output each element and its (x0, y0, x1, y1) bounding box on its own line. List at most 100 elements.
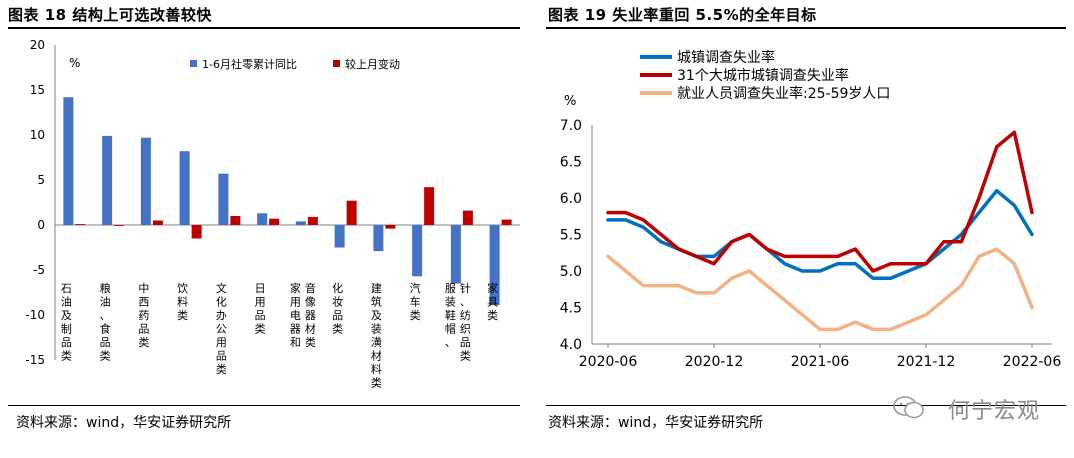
watermark: 何宁宏观 (947, 399, 1040, 424)
x-category-label: 类 (216, 362, 227, 376)
x-category-label: 药 (138, 309, 149, 322)
bar-ytd-yoy (179, 151, 190, 225)
right-source-rule (546, 405, 1066, 406)
left-title-rule (8, 27, 520, 29)
legend-label: 就业人员调查失业率:25-59岁人口 (677, 85, 890, 102)
bar-mom-change (114, 225, 125, 226)
x-tick-label: 2021-12 (897, 354, 956, 370)
x-category-label: 类 (100, 349, 111, 363)
x-category-label: 及 (61, 309, 72, 322)
x-category-label: 类 (487, 308, 498, 322)
y-tick-label: 10 (30, 128, 45, 142)
x-category-label: 和 (290, 336, 301, 349)
x-category-label: 器 (290, 323, 301, 336)
x-category-label: 品 (61, 336, 72, 349)
right-chart-title: 图表 19 失业率重回 5.5%的全年目标 (548, 6, 817, 24)
x-category-label: 饮 (177, 282, 188, 295)
bar-mom-change (152, 220, 163, 225)
x-category-label: 西 (138, 296, 149, 309)
y-tick-label: -5 (33, 263, 45, 277)
x-category-label: 纺 (460, 308, 471, 322)
x-category-label: 类 (371, 376, 382, 390)
bar-ytd-yoy (140, 137, 151, 225)
x-category-label: 石 (61, 282, 72, 295)
y-tick-label: 0 (37, 218, 45, 232)
x-tick-label: 2020-06 (579, 354, 638, 370)
x-category-label: 织 (460, 323, 471, 336)
x-category-label: 食 (100, 322, 111, 336)
bar-mom-change (269, 218, 280, 225)
x-category-label: 具 (487, 296, 498, 309)
x-tick-label: 2020-12 (685, 354, 744, 370)
bar-mom-change (307, 216, 318, 225)
y-unit-label: % (564, 94, 576, 109)
x-category-label: 品 (460, 336, 471, 349)
x-category-label: 粮 (100, 281, 111, 295)
left-source: 资料来源：wind，华安证券研究所 (16, 415, 232, 431)
x-category-label: 类 (410, 308, 421, 322)
bar-ytd-yoy (373, 225, 384, 252)
x-category-label: 电 (290, 309, 301, 322)
x-category-label: 材 (371, 349, 382, 363)
bar-mom-change (230, 216, 241, 225)
bar-ytd-yoy (257, 213, 268, 225)
x-category-label: 及 (371, 309, 382, 322)
x-category-label: 文 (216, 281, 227, 295)
x-category-label: 类 (305, 335, 316, 349)
x-tick-label: 2022-06 (1003, 354, 1062, 370)
right-title-rule (546, 27, 1066, 29)
x-category-label: 化 (216, 295, 227, 309)
left-chart-title: 图表 18 结构上可选改善较快 (8, 6, 212, 24)
bar-ytd-yoy (63, 97, 74, 225)
x-category-label: 品 (100, 336, 111, 349)
x-category-label: 装 (445, 296, 456, 309)
y-tick-label: 20 (30, 38, 45, 52)
x-category-label: 车 (410, 295, 421, 309)
y-tick-label: 7.0 (560, 118, 582, 134)
x-category-label: 用 (216, 336, 227, 349)
x-category-label: 料 (371, 362, 382, 376)
legend-label: 较上月变动 (345, 57, 400, 71)
bar-ytd-yoy (334, 225, 345, 248)
x-category-label: 油 (100, 295, 111, 309)
bar-ytd-yoy (218, 173, 229, 225)
y-tick-label: 5.0 (560, 264, 582, 280)
x-category-label: 品 (216, 350, 227, 363)
x-category-label: 办 (216, 309, 227, 322)
y-tick-label: 5 (37, 173, 45, 187)
y-tick-label: 4.5 (560, 301, 582, 317)
x-category-label: 用 (290, 296, 301, 309)
y-tick-label: 5.5 (560, 228, 582, 244)
x-category-label: 用 (255, 296, 266, 309)
x-category-label: 类 (138, 335, 149, 349)
line-chart: 4.0 4.5 5.0 5.5 6.0 6.5 7.0% 2020-06 2020-12 2021… (560, 49, 1062, 370)
y-unit-label: % (69, 56, 80, 70)
bar-chart: -15-10-505101520%石油及制品类粮油、食品类中西药品类饮料类文化办… (25, 38, 520, 390)
bar-mom-change (424, 187, 435, 225)
x-category-label: 类 (61, 349, 72, 363)
x-category-label: 料 (177, 295, 188, 309)
x-category-label: 音 (305, 281, 316, 295)
x-category-label: 、 (445, 336, 456, 349)
bar-mom-change (501, 219, 512, 225)
bar-ytd-yoy (412, 225, 423, 277)
x-category-label: 妆 (332, 296, 343, 309)
y-tick-label: 4.0 (560, 337, 582, 353)
x-category-label: 、 (460, 296, 471, 309)
x-category-label: 、 (100, 309, 111, 322)
x-category-label: 制 (61, 323, 72, 336)
x-category-label: 装 (371, 323, 382, 336)
bar-mom-change (75, 224, 86, 225)
x-category-label: 针 (460, 281, 471, 295)
bar-mom-change (462, 210, 473, 225)
x-category-label: 日 (255, 282, 266, 295)
bar-mom-change (346, 200, 357, 225)
legend-swatch (190, 60, 197, 67)
x-category-label: 品 (138, 323, 149, 336)
bar-ytd-yoy (295, 221, 306, 225)
x-category-label: 化 (332, 281, 343, 295)
legend-swatch (333, 60, 340, 67)
x-category-label: 筑 (371, 295, 382, 309)
left-source-rule (8, 405, 520, 406)
wechat-icon (893, 396, 924, 419)
